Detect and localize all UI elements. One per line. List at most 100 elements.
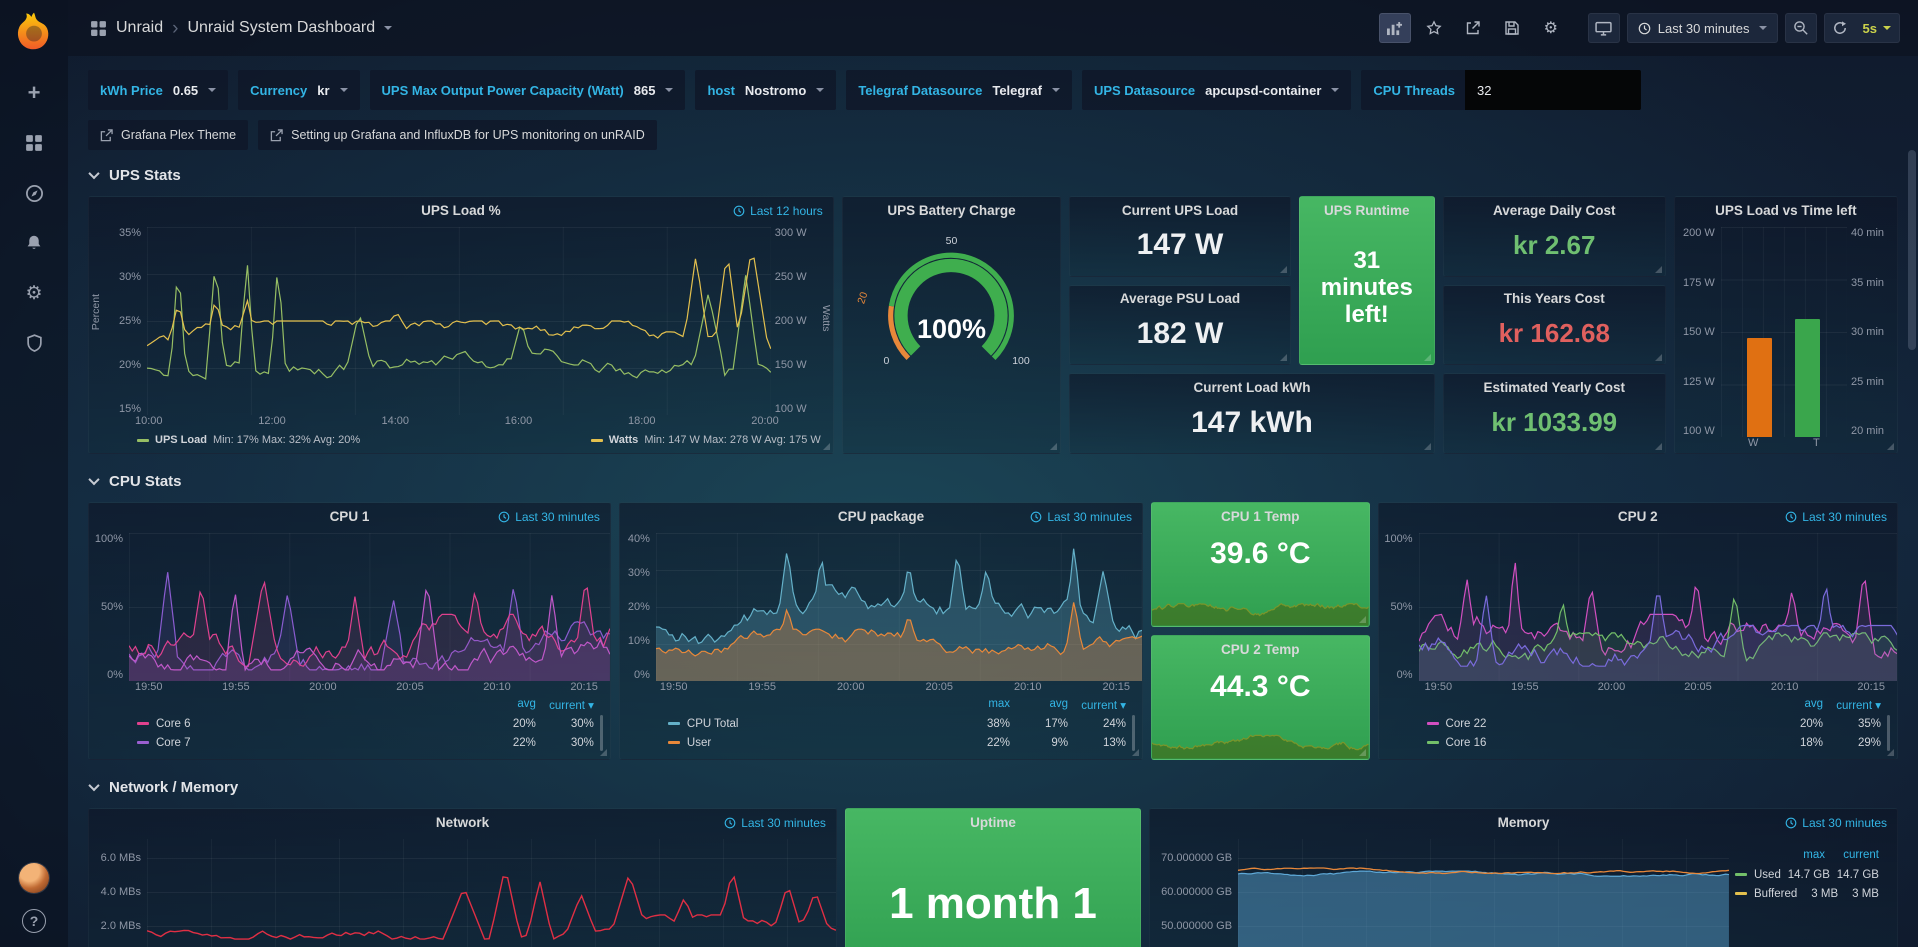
bell-icon: [27, 235, 41, 249]
y-axis-left: 200 W 175 W 150 W 125 W 100 W: [1675, 227, 1721, 437]
series-name[interactable]: Core 6: [137, 718, 478, 730]
share-button[interactable]: [1457, 13, 1489, 43]
sidebar-dashboards-button[interactable]: [12, 123, 56, 163]
series-name[interactable]: CPU Total: [667, 718, 952, 730]
panel-title[interactable]: CPU 1: [329, 508, 370, 524]
y-axis-left: 100% 50% 0%: [89, 533, 129, 681]
panel-title[interactable]: Uptime: [970, 814, 1016, 830]
legend-headers: avg current ▾: [137, 698, 594, 714]
add-panel-button[interactable]: [1378, 13, 1411, 43]
series-label: Core 16: [1445, 736, 1487, 749]
legend-column-header[interactable]: current ▾: [549, 700, 594, 712]
dashboard-link[interactable]: Grafana Plex Theme: [88, 120, 249, 150]
breadcrumb-folder[interactable]: Unraid: [116, 19, 164, 36]
panel-title[interactable]: Network: [435, 814, 490, 830]
panel-title[interactable]: This Years Cost: [1503, 291, 1605, 307]
panel-title[interactable]: Current UPS Load: [1121, 202, 1239, 218]
ups-bar-chart[interactable]: [1720, 227, 1847, 437]
grafana-logo[interactable]: [13, 10, 55, 52]
series-name[interactable]: Core 16: [1426, 736, 1765, 749]
refresh-interval-dropdown[interactable]: 5s: [1855, 14, 1899, 42]
variable-dropdown[interactable]: Telegraf Datasource Telegraf: [846, 70, 1072, 110]
section-title: UPS Stats: [109, 166, 181, 184]
cpu1-chart[interactable]: [129, 533, 610, 681]
series-name[interactable]: User: [667, 737, 952, 749]
panel-title[interactable]: Estimated Yearly Cost: [1483, 379, 1626, 395]
memory-chart[interactable]: [1238, 839, 1729, 947]
series-name[interactable]: Core 22: [1426, 718, 1765, 730]
sidebar-explore-button[interactable]: [12, 173, 56, 213]
sidebar-alerting-button[interactable]: [12, 223, 56, 263]
stat-value: 147 kWh: [1191, 405, 1313, 439]
legend-column-header[interactable]: current: [1843, 849, 1879, 861]
y-tick: 30 min: [1851, 326, 1885, 338]
cpu-threads-input[interactable]: 32: [1465, 70, 1642, 110]
panel-title[interactable]: Average Daily Cost: [1492, 202, 1616, 218]
graph-area: 70.000000 GB 60.000000 GB 50.000000 GB max…: [1150, 835, 1897, 947]
dashboard-settings-button[interactable]: ⚙: [1535, 13, 1567, 43]
user-avatar[interactable]: [19, 863, 49, 893]
star-button[interactable]: [1418, 13, 1450, 43]
panel-title[interactable]: UPS Load vs Time left: [1715, 202, 1857, 218]
legend-column-header[interactable]: max: [1803, 849, 1825, 861]
panel-title[interactable]: UPS Battery Charge: [887, 202, 1016, 218]
panel-title[interactable]: CPU 1 Temp: [1221, 508, 1300, 524]
legend-column-header[interactable]: avg: [1804, 698, 1823, 710]
x-tick: 14:00: [381, 415, 410, 427]
panel-title[interactable]: CPU package: [837, 508, 925, 524]
variable-dropdown[interactable]: UPS Max Output Power Capacity (Watt) 865: [369, 70, 686, 110]
scrollbar-thumb[interactable]: [1908, 150, 1916, 350]
cpu-package-chart[interactable]: [655, 533, 1143, 681]
zoom-out-button[interactable]: [1784, 13, 1817, 43]
y-axis-left: 100% 50% 0%: [1379, 533, 1419, 681]
variable-dropdown[interactable]: Currency kr: [238, 70, 360, 110]
legend-item[interactable]: UPS Load Min: 17% Max: 32% Avg: 20%: [137, 434, 360, 446]
sidebar-admin-button[interactable]: [12, 323, 56, 363]
sidebar-create-button[interactable]: +: [12, 73, 56, 113]
series-name[interactable]: Buffered: [1735, 888, 1797, 900]
dashboard-link[interactable]: Setting up Grafana and InfluxDB for UPS …: [258, 120, 657, 150]
legend-column-header[interactable]: avg: [517, 698, 536, 710]
section-cpu-stats[interactable]: CPU Stats: [88, 470, 1898, 492]
panel-title[interactable]: Average PSU Load: [1119, 291, 1241, 307]
panel-title[interactable]: Memory: [1497, 814, 1550, 830]
series-current: 13%: [1103, 736, 1127, 749]
legend-scrollbar[interactable]: [1132, 715, 1136, 751]
ups-load-chart[interactable]: [147, 227, 771, 415]
panel-time-badge: Last 30 minutes: [498, 510, 600, 524]
legend-scrollbar[interactable]: [1886, 715, 1890, 751]
breadcrumb-dashboard-title[interactable]: Unraid System Dashboard: [187, 19, 376, 36]
sidebar-configuration-button[interactable]: ⚙: [12, 273, 56, 313]
series-avg: 20%: [512, 717, 536, 730]
variable-dropdown[interactable]: UPS Datasource apcupsd-container: [1081, 70, 1352, 110]
stat-value: 147 W: [1136, 228, 1224, 262]
variable-dropdown[interactable]: kWh Price 0.65: [88, 70, 229, 110]
panel-title[interactable]: UPS Runtime: [1324, 202, 1410, 218]
panel-title[interactable]: CPU 2: [1617, 508, 1658, 524]
cycle-view-button[interactable]: [1587, 13, 1620, 43]
variable-dropdown[interactable]: host Nostromo: [695, 70, 837, 110]
legend-column-header[interactable]: current ▾: [1836, 700, 1881, 712]
time-range-picker[interactable]: Last 30 minutes: [1626, 13, 1778, 43]
section-network-memory[interactable]: Network / Memory: [88, 776, 1898, 798]
help-button[interactable]: ?: [22, 909, 46, 933]
series-name[interactable]: Core 7: [137, 737, 478, 749]
legend-column-header[interactable]: avg: [1049, 698, 1069, 710]
panel-title[interactable]: CPU 2 Temp: [1221, 641, 1300, 657]
chevron-down-icon[interactable]: [384, 26, 393, 30]
clock-icon: [1030, 511, 1042, 523]
legend-item[interactable]: Watts Min: 147 W Max: 278 W Avg: 175 W: [590, 434, 821, 446]
network-chart[interactable]: [147, 839, 836, 947]
legend-column-header[interactable]: max: [988, 698, 1011, 710]
cpu2-chart[interactable]: [1418, 533, 1897, 681]
legend-scrollbar[interactable]: [599, 715, 603, 751]
section-ups-stats[interactable]: UPS Stats: [88, 164, 1898, 186]
gauge-mid-label: 50: [945, 234, 958, 247]
save-button[interactable]: [1496, 13, 1528, 43]
panel-title[interactable]: UPS Load %: [421, 202, 501, 218]
refresh-button[interactable]: [1825, 14, 1855, 42]
panel-title[interactable]: Current Load kWh: [1193, 379, 1311, 395]
page-scrollbar[interactable]: [1908, 58, 1916, 945]
series-name[interactable]: Used: [1735, 869, 1781, 881]
legend-column-header[interactable]: current ▾: [1081, 700, 1127, 712]
